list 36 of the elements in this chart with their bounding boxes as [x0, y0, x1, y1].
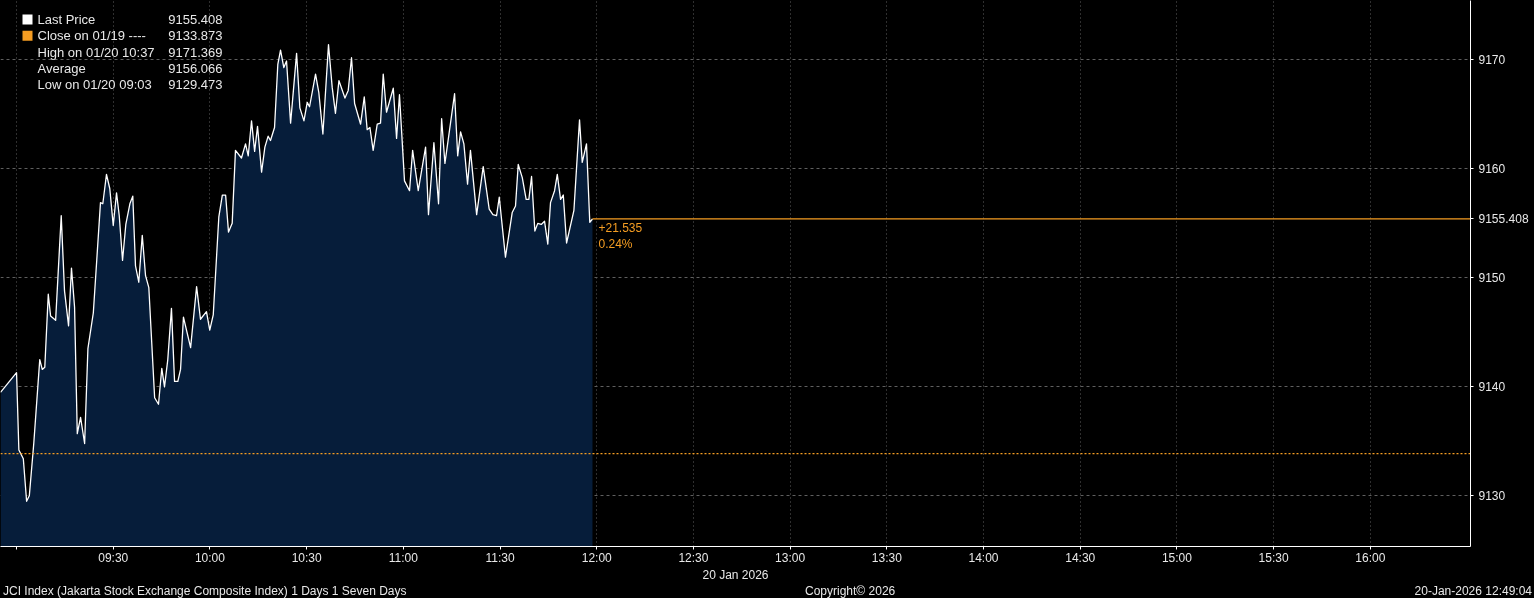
- x-tick-label: 13:30: [871, 550, 903, 565]
- annotation: 9129.473: [168, 77, 223, 93]
- annotation: 0.24%: [598, 236, 633, 251]
- annotation: 9156.066: [168, 60, 223, 76]
- x-tick-label: 15:30: [1258, 550, 1289, 565]
- y-tick-label: 9150: [1478, 271, 1506, 286]
- x-tick-label: 16:00: [1355, 550, 1386, 565]
- x-tick-label: 12:00: [581, 550, 613, 565]
- x-tick-label: 14:30: [1065, 550, 1096, 565]
- annotation: 9155.408: [168, 12, 223, 27]
- x-tick-label: 10:30: [291, 550, 322, 565]
- annotation: +21.535: [598, 221, 643, 236]
- x-tick-label: 15:00: [1161, 550, 1193, 565]
- text: JCI Index (Jakarta Stock Exchange Composite Index) 1 Days 1 Seven Days: [3, 584, 407, 598]
- legend-label: Close on 01/19 ----: [37, 28, 146, 44]
- y-tick-label: 9140: [1478, 380, 1506, 395]
- y-tick-label: 9130: [1478, 489, 1506, 504]
- legend-label: Last Price: [37, 12, 96, 27]
- annotation: High on 01/20 10:37: [37, 44, 155, 60]
- x-tick-label: 10:00: [194, 550, 226, 565]
- y-tick-label: 9160: [1478, 162, 1506, 177]
- annotation: 9171.369: [168, 44, 223, 60]
- annotation: Low on 01/20 09:03: [37, 77, 152, 93]
- x-tick-label: 12:30: [678, 550, 709, 565]
- text: 20-Jan-2026 12:49:04: [1414, 584, 1532, 598]
- x-tick-label: 13:00: [775, 550, 806, 565]
- x-tick-label: 11:00: [388, 550, 419, 565]
- y-tick-label: 9155.408: [1478, 212, 1529, 227]
- annotation: Average: [37, 60, 86, 76]
- text: Copyright© 2026: [805, 584, 896, 598]
- x-tick-label: 09:30: [98, 550, 129, 565]
- y-tick-label: 9170: [1478, 53, 1506, 68]
- x-axis-title: 20 Jan 2026: [702, 567, 769, 582]
- annotation: 9133.873: [168, 28, 223, 44]
- x-tick-label: 11:30: [485, 550, 515, 565]
- x-tick-label: 14:00: [968, 550, 999, 565]
